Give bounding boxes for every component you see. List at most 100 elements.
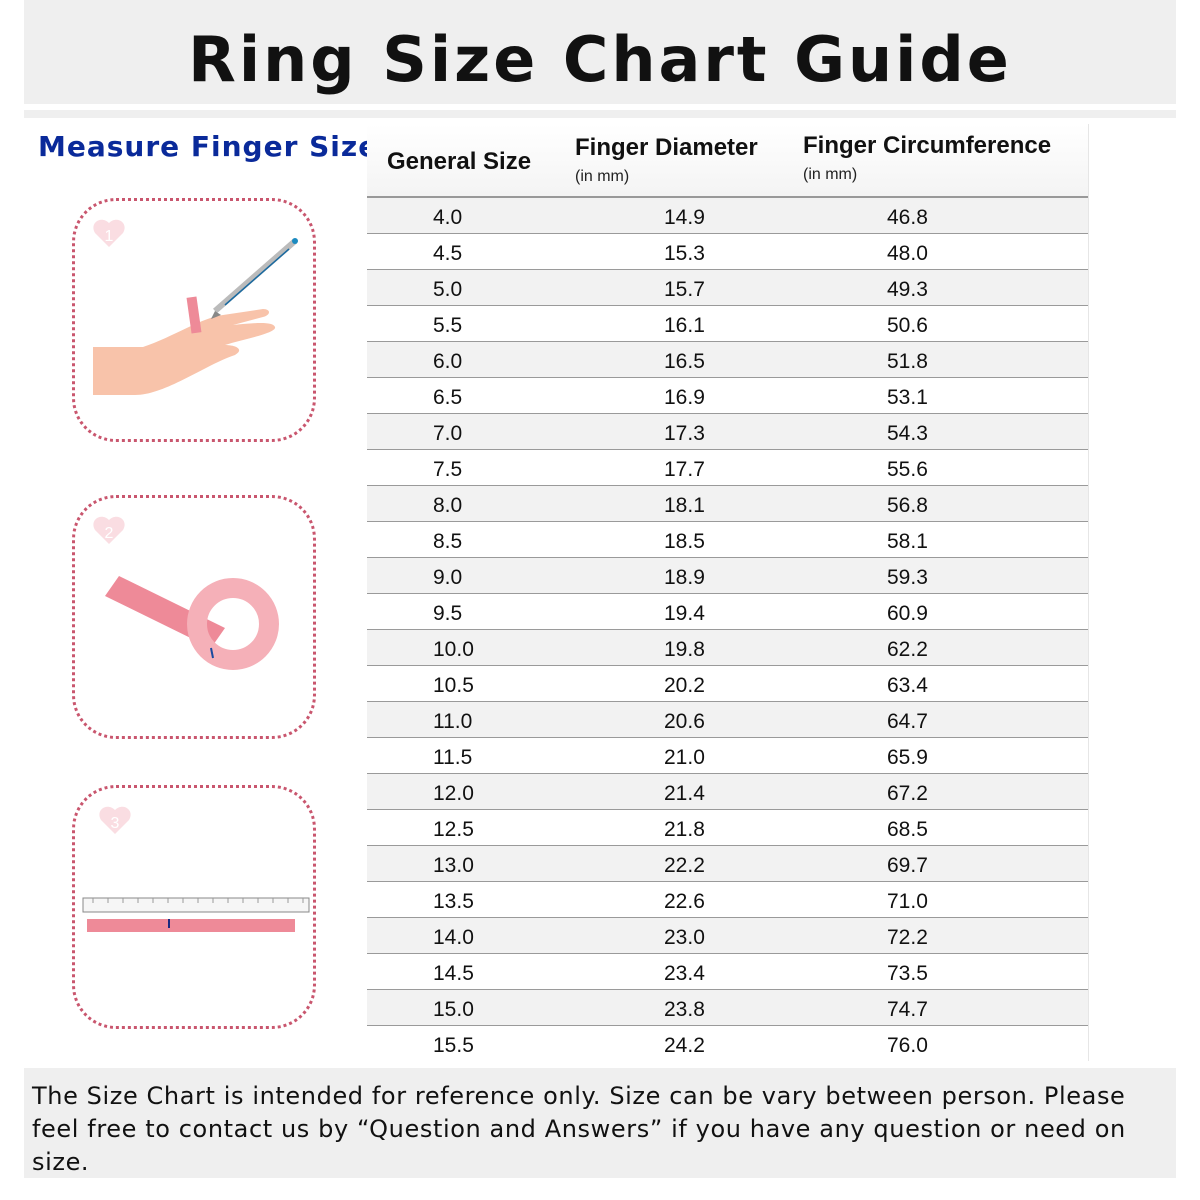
cell-finger-circumference: 50.6 <box>887 314 928 337</box>
cell-finger-diameter: 18.9 <box>664 566 705 589</box>
cell-finger-circumference: 67.2 <box>887 782 928 805</box>
cell-finger-diameter: 21.8 <box>664 818 705 841</box>
cell-general-size: 13.0 <box>433 854 474 877</box>
table-row: 7.0 17.3 54.3 <box>367 414 1088 450</box>
header-general-size: General Size <box>387 148 532 175</box>
table-header: General Size Finger Diameter (in mm) Fing… <box>367 124 1088 198</box>
cell-general-size: 11.5 <box>433 746 473 769</box>
cell-finger-circumference: 68.5 <box>887 818 928 841</box>
cell-general-size: 12.5 <box>433 818 474 841</box>
cell-finger-diameter: 16.5 <box>664 350 705 373</box>
cell-general-size: 7.5 <box>433 458 463 481</box>
divider <box>24 110 1176 118</box>
cell-general-size: 8.5 <box>433 530 463 553</box>
cell-general-size: 10.0 <box>433 638 474 661</box>
ruler-measure-illustration: 3 <box>82 806 310 932</box>
cell-general-size: 7.0 <box>433 422 463 445</box>
cell-finger-diameter: 21.0 <box>664 746 705 769</box>
disclaimer-text: The Size Chart is intended for reference… <box>32 1082 1126 1176</box>
cell-finger-circumference: 73.5 <box>887 962 928 985</box>
cell-general-size: 5.0 <box>433 278 463 301</box>
cell-general-size: 12.0 <box>433 782 474 805</box>
cell-finger-diameter: 16.9 <box>664 386 705 409</box>
header-finger-circumference: Finger Circumference (in mm) <box>803 132 1052 183</box>
table-row: 11.0 20.6 64.7 <box>367 702 1088 738</box>
table-row: 5.5 16.1 50.6 <box>367 306 1088 342</box>
cell-finger-circumference: 53.1 <box>887 386 928 409</box>
cell-finger-circumference: 63.4 <box>887 674 928 697</box>
title-band: Ring Size Chart Guide <box>24 0 1176 104</box>
cell-finger-diameter: 19.8 <box>664 638 705 661</box>
cell-finger-circumference: 46.8 <box>887 206 928 229</box>
table-row: 6.0 16.5 51.8 <box>367 342 1088 378</box>
cell-finger-circumference: 72.2 <box>887 926 928 949</box>
heart-icon <box>93 219 125 247</box>
cell-general-size: 9.5 <box>433 602 463 625</box>
table-row: 8.5 18.5 58.1 <box>367 522 1088 558</box>
cell-finger-circumference: 51.8 <box>887 350 928 373</box>
cell-finger-circumference: 56.8 <box>887 494 928 517</box>
table-row: 13.5 22.6 71.0 <box>367 882 1088 918</box>
measure-title: Measure Finger Size <box>38 130 379 163</box>
header-finger-diameter: Finger Diameter (in mm) <box>575 134 758 185</box>
cell-finger-circumference: 76.0 <box>887 1034 928 1057</box>
cell-finger-circumference: 60.9 <box>887 602 928 625</box>
cell-finger-circumference: 65.9 <box>887 746 928 769</box>
table-row: 8.0 18.1 56.8 <box>367 486 1088 522</box>
table-row: 9.0 18.9 59.3 <box>367 558 1088 594</box>
heart-icon <box>99 806 131 834</box>
ring-size-table: General Size Finger Diameter (in mm) Fing… <box>367 124 1089 1061</box>
cell-finger-diameter: 17.7 <box>664 458 705 481</box>
table-row: 12.5 21.8 68.5 <box>367 810 1088 846</box>
table-row: 4.5 15.3 48.0 <box>367 234 1088 270</box>
cell-general-size: 6.0 <box>433 350 463 373</box>
cell-finger-diameter: 16.1 <box>664 314 705 337</box>
table-row: 10.0 19.8 62.2 <box>367 630 1088 666</box>
cell-finger-circumference: 62.2 <box>887 638 928 661</box>
cell-finger-diameter: 20.2 <box>664 674 705 697</box>
cell-finger-diameter: 23.8 <box>664 998 705 1021</box>
table-row: 12.0 21.4 67.2 <box>367 774 1088 810</box>
cell-finger-diameter: 20.6 <box>664 710 705 733</box>
cell-general-size: 4.0 <box>433 206 463 229</box>
cell-general-size: 5.5 <box>433 314 463 337</box>
table-row: 14.5 23.4 73.5 <box>367 954 1088 990</box>
step-1-panel: 1 <box>72 198 316 442</box>
step-number: 2 <box>105 525 114 542</box>
cell-finger-diameter: 18.1 <box>664 494 705 517</box>
cell-finger-circumference: 54.3 <box>887 422 928 445</box>
table-row: 10.5 20.2 63.4 <box>367 666 1088 702</box>
table-row: 4.0 14.9 46.8 <box>367 198 1088 234</box>
cell-finger-circumference: 74.7 <box>887 998 928 1021</box>
step-number: 1 <box>105 228 114 245</box>
hand-pen-illustration: 1 <box>93 219 298 395</box>
cell-finger-diameter: 15.3 <box>664 242 705 265</box>
step-3-panel: 3 <box>72 785 316 1029</box>
cell-finger-diameter: 15.7 <box>664 278 705 301</box>
table-row: 9.5 19.4 60.9 <box>367 594 1088 630</box>
cell-finger-diameter: 14.9 <box>664 206 705 229</box>
heart-icon <box>93 516 125 544</box>
table-row: 14.0 23.0 72.2 <box>367 918 1088 954</box>
cell-finger-circumference: 64.7 <box>887 710 928 733</box>
cell-finger-diameter: 19.4 <box>664 602 705 625</box>
table-row: 15.5 24.2 76.0 <box>367 1026 1088 1061</box>
cell-finger-circumference: 58.1 <box>887 530 928 553</box>
paper-strip-wrap-illustration: 2 <box>93 516 279 670</box>
table-row: 11.5 21.0 65.9 <box>367 738 1088 774</box>
table-row: 5.0 15.7 49.3 <box>367 270 1088 306</box>
cell-finger-diameter: 21.4 <box>664 782 705 805</box>
cell-finger-circumference: 49.3 <box>887 278 928 301</box>
cell-finger-circumference: 71.0 <box>887 890 928 913</box>
step-number: 3 <box>111 815 120 832</box>
cell-general-size: 4.5 <box>433 242 463 265</box>
page-title: Ring Size Chart Guide <box>188 23 1012 96</box>
cell-finger-circumference: 48.0 <box>887 242 928 265</box>
cell-finger-circumference: 59.3 <box>887 566 928 589</box>
cell-finger-diameter: 22.6 <box>664 890 705 913</box>
cell-general-size: 14.5 <box>433 962 474 985</box>
cell-general-size: 6.5 <box>433 386 463 409</box>
cell-finger-diameter: 23.0 <box>664 926 705 949</box>
cell-finger-diameter: 24.2 <box>664 1034 705 1057</box>
cell-finger-circumference: 55.6 <box>887 458 928 481</box>
